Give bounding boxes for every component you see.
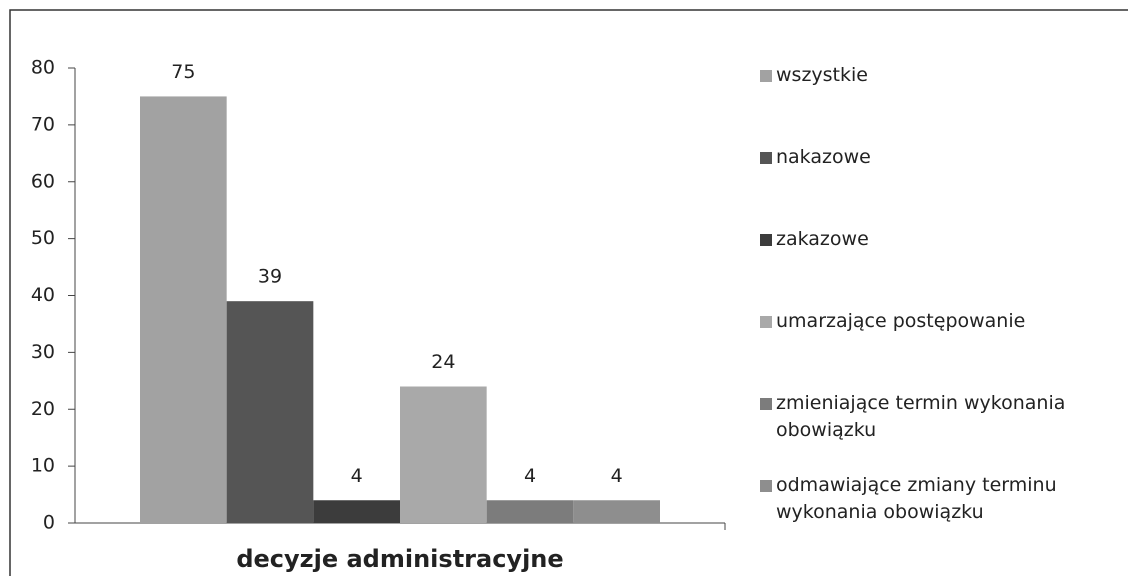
data-label: 39 xyxy=(258,266,282,288)
legend-label: zmieniające termin wykonania obowiązku xyxy=(776,392,1066,441)
bar xyxy=(313,500,400,523)
legend-label: zakazowe xyxy=(776,228,869,250)
bar xyxy=(226,301,314,523)
y-tick-label: 10 xyxy=(31,455,55,477)
legend-swatch xyxy=(760,70,772,82)
y-tick-label: 50 xyxy=(31,227,55,249)
legend-swatch xyxy=(760,234,772,246)
bar xyxy=(140,96,227,523)
legend-item: umarzające postępowanie xyxy=(760,308,1120,335)
data-label: 4 xyxy=(524,465,536,487)
legend-swatch xyxy=(760,480,772,492)
legend-label: odmawiające zmiany terminu wykonania obo… xyxy=(776,474,1057,523)
chart-frame xyxy=(9,9,1128,576)
legend-item: nakazowe xyxy=(760,144,1120,171)
data-label: 24 xyxy=(431,351,455,373)
legend-item: zakazowe xyxy=(760,226,1120,253)
bar xyxy=(486,500,574,523)
y-tick-label: 20 xyxy=(31,398,55,420)
legend-swatch xyxy=(760,152,772,164)
legend-label: umarzające postępowanie xyxy=(776,310,1026,332)
y-tick-label: 80 xyxy=(31,57,55,79)
bar xyxy=(573,500,660,523)
legend-label: nakazowe xyxy=(776,146,871,168)
legend-item: odmawiające zmiany terminu wykonania obo… xyxy=(760,472,1120,526)
y-tick-label: 40 xyxy=(31,284,55,306)
y-tick-label: 30 xyxy=(31,341,55,363)
legend-swatch xyxy=(760,316,772,328)
legend-item: zmieniające termin wykonania obowiązku xyxy=(760,390,1120,444)
x-axis-label: decyzje administracyjne xyxy=(236,545,563,573)
data-label: 4 xyxy=(611,465,623,487)
data-label: 75 xyxy=(171,61,195,83)
legend-label: wszystkie xyxy=(776,64,868,86)
legend-item: wszystkie xyxy=(760,62,1120,89)
legend-swatch xyxy=(760,398,772,410)
y-tick-label: 0 xyxy=(43,512,55,534)
bar xyxy=(400,386,487,523)
y-tick-label: 60 xyxy=(31,170,55,192)
y-tick-label: 70 xyxy=(31,113,55,135)
data-label: 4 xyxy=(351,465,363,487)
